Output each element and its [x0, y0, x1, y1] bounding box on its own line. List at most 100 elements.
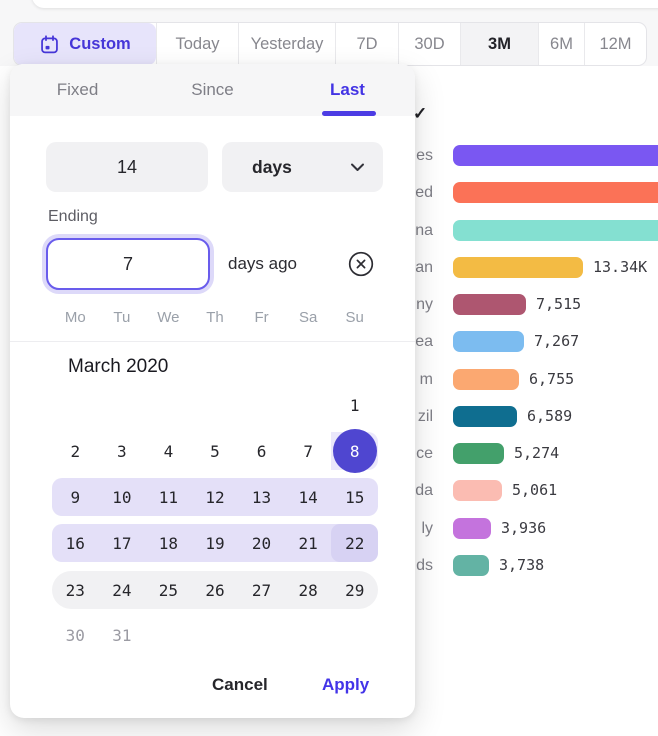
- calendar-grid: 1 2 3 4 5 6 7 8 9 10 11 12 13 14 15 16 17 18 19 20 21 22 23 24 2…: [52, 386, 378, 676]
- country-label: an: [415, 259, 433, 276]
- ending-label: Ending: [48, 208, 98, 225]
- calendar-day-10[interactable]: 10: [112, 487, 132, 507]
- apply-button[interactable]: Apply: [316, 674, 375, 696]
- weekday-fr: Fr: [254, 309, 269, 326]
- country-bar[interactable]: [453, 294, 526, 315]
- preset-button-3m[interactable]: 3M: [460, 23, 538, 65]
- calendar-day-17[interactable]: 17: [112, 533, 132, 553]
- country-bar[interactable]: [453, 406, 517, 427]
- top-panel-edge: [32, 0, 658, 8]
- calendar-week-5: 23 24 25 26 27 28 29: [52, 571, 378, 609]
- active-tab-underline: [322, 111, 376, 116]
- country-bar[interactable]: [453, 518, 491, 539]
- country-bar[interactable]: [453, 331, 524, 352]
- calendar-week-4: 16 17 18 19 20 21 22: [52, 524, 378, 562]
- calendar-day-empty: [285, 386, 332, 424]
- country-bar[interactable]: [453, 555, 489, 576]
- calendar-day-22[interactable]: 22: [331, 524, 378, 562]
- weekday-su: Su: [345, 309, 364, 326]
- country-value: 3,936: [501, 519, 547, 537]
- x-circle-icon: [347, 250, 375, 278]
- custom-range-button[interactable]: Custom: [14, 23, 156, 65]
- calendar-day-empty: [99, 386, 146, 424]
- tab-last[interactable]: Last: [330, 80, 365, 99]
- country-label: na: [415, 222, 433, 239]
- calendar-day-31[interactable]: 31: [112, 625, 132, 645]
- calendar-day-empty: [238, 386, 285, 424]
- country-label: m: [419, 371, 433, 388]
- check-icon: ✓: [413, 104, 428, 123]
- chevron-down-icon: [350, 163, 365, 172]
- preset-button-30d[interactable]: 30D: [398, 23, 460, 65]
- ending-days-input[interactable]: [46, 238, 210, 290]
- calendar-day-25[interactable]: 25: [158, 580, 179, 600]
- calendar-day-29[interactable]: 29: [345, 580, 365, 600]
- calendar-day-16[interactable]: 16: [65, 533, 85, 553]
- preset-button-6m[interactable]: 6M: [538, 23, 584, 65]
- calendar-day-1[interactable]: 1: [349, 395, 360, 415]
- country-label: da: [415, 482, 433, 499]
- last-amount-input[interactable]: [46, 142, 208, 192]
- weekday-th: Th: [206, 309, 224, 326]
- calendar-day-14[interactable]: 14: [298, 487, 318, 507]
- calendar-day-9[interactable]: 9: [70, 487, 81, 507]
- country-bar[interactable]: [453, 480, 502, 501]
- calendar-day-2[interactable]: 2: [70, 441, 81, 461]
- calendar-icon: [39, 34, 60, 55]
- calendar-day-19[interactable]: 19: [205, 533, 225, 553]
- calendar-day-26[interactable]: 26: [205, 580, 225, 600]
- calendar-day-4[interactable]: 4: [163, 441, 174, 461]
- calendar-day-30[interactable]: 30: [65, 625, 85, 645]
- date-range-toolbar: Custom Today Yesterday 7D 30D 3M 6M 12M: [13, 22, 647, 66]
- country-value: 13.34K: [593, 258, 648, 276]
- calendar-day-8[interactable]: 8: [331, 429, 378, 473]
- country-label: ly: [421, 520, 433, 537]
- calendar-day-23[interactable]: 23: [65, 580, 85, 600]
- country-bar[interactable]: [453, 443, 504, 464]
- unit-select[interactable]: days: [222, 142, 383, 192]
- calendar-day-12[interactable]: 12: [205, 487, 225, 507]
- calendar-day-28[interactable]: 28: [298, 580, 318, 600]
- country-value: 7,515: [536, 295, 582, 313]
- calendar-day-24[interactable]: 24: [112, 580, 132, 600]
- calendar-day-18[interactable]: 18: [158, 533, 179, 553]
- preset-button-12m[interactable]: 12M: [584, 23, 646, 65]
- calendar-day-5[interactable]: 5: [210, 441, 220, 461]
- calendar-day-27[interactable]: 27: [251, 580, 272, 600]
- calendar-day-15[interactable]: 15: [345, 487, 365, 507]
- calendar-week-6: 30 31: [52, 616, 378, 654]
- date-picker-popup: Fixed Since Last days Ending days ago Mo Tu…: [10, 64, 415, 718]
- clear-ending-button[interactable]: [347, 250, 375, 278]
- calendar-day-empty: [331, 616, 378, 654]
- calendar-day-21[interactable]: 21: [298, 533, 318, 553]
- country-bar[interactable]: [453, 145, 658, 166]
- tab-since[interactable]: Since: [191, 80, 234, 99]
- calendar-day-3[interactable]: 3: [117, 441, 127, 461]
- calendar-day-11[interactable]: 11: [158, 487, 179, 507]
- country-value: 6,589: [527, 407, 573, 425]
- cancel-button[interactable]: Cancel: [206, 674, 274, 696]
- country-bar[interactable]: [453, 182, 658, 203]
- country-value: 3,738: [499, 556, 545, 574]
- calendar-day-empty: [52, 386, 99, 424]
- country-bar[interactable]: [453, 369, 519, 390]
- weekday-tu: Tu: [113, 309, 131, 326]
- country-value: 5,274: [514, 444, 560, 462]
- preset-button-today[interactable]: Today: [156, 23, 238, 65]
- country-bar[interactable]: [453, 257, 583, 278]
- country-value: 5,061: [512, 481, 558, 499]
- calendar-day-13[interactable]: 13: [251, 487, 272, 507]
- calendar-day-7[interactable]: 7: [303, 441, 313, 461]
- preset-button-yesterday[interactable]: Yesterday: [238, 23, 335, 65]
- weekday-sa: Sa: [298, 309, 318, 326]
- calendar-day-empty: [238, 616, 285, 654]
- country-bar[interactable]: [453, 220, 658, 241]
- calendar-day-empty: [192, 386, 239, 424]
- preset-button-7d[interactable]: 7D: [335, 23, 398, 65]
- country-value: 7,267: [534, 332, 580, 350]
- calendar-day-6[interactable]: 6: [256, 441, 267, 461]
- calendar-day-20[interactable]: 20: [251, 533, 272, 553]
- tab-fixed[interactable]: Fixed: [56, 80, 99, 99]
